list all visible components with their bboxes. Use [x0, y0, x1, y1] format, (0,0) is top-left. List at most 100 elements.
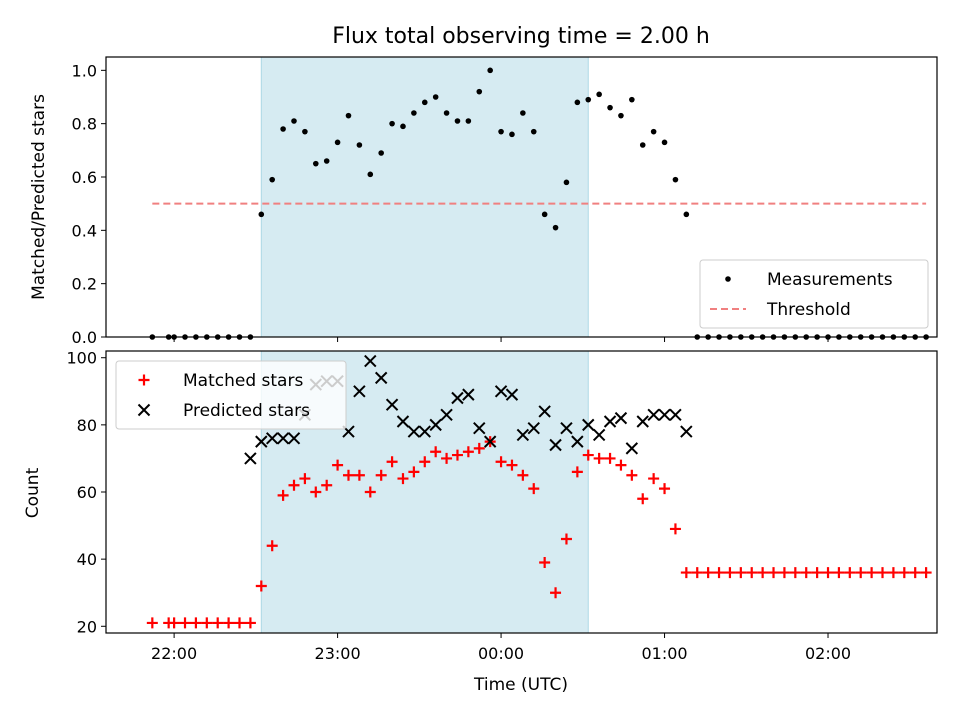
matched-star-point	[833, 567, 845, 579]
measurement-point	[312, 160, 319, 167]
matched-star-point	[582, 449, 594, 461]
observing-window	[260, 56, 589, 338]
measurement-point	[411, 110, 417, 116]
y-tick-label: 80	[77, 416, 97, 435]
measurement-point	[334, 139, 341, 146]
matched-star-point	[898, 567, 910, 579]
legend-label: Predicted stars	[183, 401, 310, 421]
matched-star-point	[735, 567, 747, 579]
matched-star-point	[223, 617, 235, 629]
predicted-star-point	[538, 405, 551, 418]
legend-matched-marker	[138, 374, 150, 386]
matched-star-point	[648, 473, 660, 485]
y-tick-label: 20	[77, 617, 97, 636]
matched-star-point	[877, 567, 889, 579]
measurement-point	[487, 67, 493, 74]
predicted-star-point	[287, 432, 301, 445]
legend-measurement-marker	[725, 276, 731, 282]
matched-star-point	[146, 617, 158, 629]
matched-star-point	[746, 567, 758, 579]
predicted-star-point	[418, 425, 431, 438]
measurement-point	[552, 224, 559, 231]
matched-star-point	[277, 489, 289, 501]
matched-star-point	[375, 469, 387, 481]
matched-star-point	[887, 567, 899, 579]
y-tick-label: 0.6	[72, 168, 97, 187]
y-tick-label: 0.0	[72, 328, 97, 347]
matched-star-point	[539, 557, 551, 568]
matched-star-point	[310, 486, 322, 498]
matched-star-point	[168, 617, 180, 629]
measurement-point	[541, 211, 548, 218]
bottom-ylabel: Count	[23, 467, 43, 518]
legend: Measurements Threshold	[699, 259, 929, 329]
legend-label: Matched stars	[183, 371, 303, 391]
measurement-point	[520, 110, 526, 116]
matched-star-point	[386, 456, 398, 468]
x-tick-label: 22:00	[151, 644, 197, 663]
predicted-star-point	[396, 415, 410, 428]
predicted-star-point	[527, 422, 540, 435]
matched-star-point	[473, 442, 485, 454]
matched-star-point	[571, 466, 583, 478]
matched-star-point	[702, 567, 714, 579]
measurement-point	[629, 96, 635, 103]
matched-star-point	[593, 452, 605, 464]
predicted-star-point	[614, 411, 628, 425]
predicted-star-point	[571, 435, 584, 448]
legend-box	[699, 259, 929, 329]
matched-star-point	[789, 567, 801, 579]
predicted-star-point	[603, 415, 617, 428]
predicted-star-point	[255, 435, 268, 448]
measurement-point	[476, 88, 483, 95]
matched-star-point	[201, 617, 213, 629]
matched-star-point	[550, 587, 562, 599]
matched-star-point	[659, 483, 671, 495]
measurement-point	[498, 128, 504, 135]
matched-star-point	[909, 567, 921, 579]
measurement-point	[302, 128, 308, 135]
predicted-star-point	[374, 371, 388, 385]
measurement-point	[661, 139, 668, 146]
predicted-star-point	[592, 428, 606, 442]
predicted-star-point	[516, 428, 530, 442]
matched-star-point	[408, 466, 420, 478]
legend-label: Measurements	[767, 270, 893, 290]
matched-star-point	[332, 459, 344, 471]
matched-star-point	[637, 493, 649, 505]
matched-star-point	[517, 469, 529, 481]
matched-star-point	[604, 452, 616, 464]
predicted-star-point	[462, 388, 475, 401]
x-tick-label: 02:00	[805, 644, 851, 663]
matched-star-point	[855, 567, 867, 579]
axes-frame	[105, 56, 938, 338]
matched-star-point	[713, 567, 725, 579]
bottom-panel: 22:00 23:00 00:00 01:00 02:00 20 40 60 80 100 Matc…	[66, 349, 938, 663]
matched-star-point	[800, 567, 812, 579]
measurement-point	[367, 171, 374, 178]
measurement-point	[345, 112, 352, 119]
measurement-point	[323, 158, 330, 164]
matched-star-point	[288, 479, 300, 491]
measurement-point	[465, 118, 472, 124]
predicted-star-point	[385, 398, 399, 411]
predicted-star-point	[582, 418, 595, 432]
y-tick-label: 0.4	[72, 221, 97, 240]
xlabel: Time (UTC)	[473, 675, 568, 695]
x-tick-label: 01:00	[641, 644, 687, 663]
measurement-point	[672, 176, 679, 183]
matched-star-point	[615, 459, 627, 471]
matched-star-point	[506, 459, 518, 471]
measurement-point	[389, 120, 395, 127]
matched-star-point	[757, 567, 769, 579]
predicted-star-point	[244, 452, 257, 465]
chart-title: Flux total observing time = 2.00 h	[332, 24, 710, 49]
predicted-star-point	[473, 422, 486, 435]
predicted-star-point	[353, 385, 366, 398]
matched-star-point	[691, 567, 703, 579]
matched-star-point	[920, 567, 932, 579]
measurement-point	[650, 128, 657, 135]
measurement-point	[269, 176, 276, 183]
y-tick-label: 0.2	[72, 275, 97, 294]
matched-star-point	[299, 473, 311, 485]
